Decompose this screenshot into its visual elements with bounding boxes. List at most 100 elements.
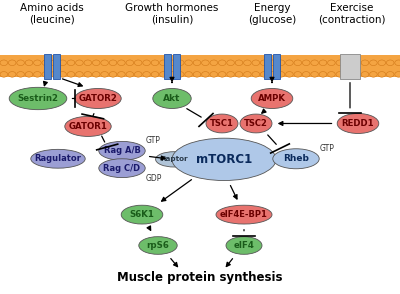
- Circle shape: [269, 60, 276, 66]
- Circle shape: [319, 60, 327, 66]
- Circle shape: [76, 60, 83, 66]
- Circle shape: [361, 72, 369, 77]
- Circle shape: [176, 60, 184, 66]
- Circle shape: [42, 72, 50, 77]
- Ellipse shape: [9, 87, 67, 110]
- Ellipse shape: [65, 116, 111, 136]
- Circle shape: [344, 72, 352, 77]
- Circle shape: [336, 72, 344, 77]
- Circle shape: [8, 72, 16, 77]
- Circle shape: [252, 72, 260, 77]
- Circle shape: [370, 60, 377, 66]
- Ellipse shape: [31, 149, 85, 168]
- Circle shape: [109, 72, 117, 77]
- Circle shape: [0, 72, 8, 77]
- Circle shape: [151, 72, 159, 77]
- Circle shape: [328, 60, 335, 66]
- Circle shape: [319, 72, 327, 77]
- Circle shape: [25, 72, 33, 77]
- Circle shape: [218, 72, 226, 77]
- Text: Exercise
(contraction): Exercise (contraction): [318, 3, 386, 24]
- Text: GATOR1: GATOR1: [68, 122, 108, 131]
- Circle shape: [235, 72, 243, 77]
- Circle shape: [260, 60, 268, 66]
- Circle shape: [311, 72, 318, 77]
- Ellipse shape: [99, 141, 145, 160]
- Ellipse shape: [226, 237, 262, 254]
- Circle shape: [378, 60, 386, 66]
- Circle shape: [277, 60, 285, 66]
- Circle shape: [336, 60, 344, 66]
- Bar: [53, 54, 60, 78]
- Text: TSC2: TSC2: [244, 119, 268, 128]
- Text: Ragulator: Ragulator: [34, 154, 82, 163]
- Circle shape: [210, 60, 218, 66]
- Text: S6K1: S6K1: [130, 210, 154, 219]
- Ellipse shape: [75, 88, 121, 108]
- Ellipse shape: [139, 237, 177, 254]
- Bar: [264, 54, 271, 78]
- Circle shape: [193, 72, 201, 77]
- Ellipse shape: [99, 159, 145, 178]
- Circle shape: [34, 60, 41, 66]
- Bar: [173, 54, 180, 78]
- Circle shape: [84, 60, 92, 66]
- Circle shape: [395, 72, 400, 77]
- Circle shape: [193, 60, 201, 66]
- Circle shape: [227, 72, 234, 77]
- Text: GATOR2: GATOR2: [78, 94, 118, 103]
- Circle shape: [302, 72, 310, 77]
- Circle shape: [84, 72, 92, 77]
- Circle shape: [168, 72, 176, 77]
- Ellipse shape: [273, 149, 319, 169]
- Circle shape: [160, 60, 167, 66]
- Circle shape: [277, 72, 285, 77]
- Circle shape: [101, 60, 108, 66]
- Text: Akt: Akt: [163, 94, 181, 103]
- Circle shape: [143, 72, 150, 77]
- Text: eIF4: eIF4: [234, 241, 254, 250]
- Circle shape: [202, 72, 209, 77]
- Circle shape: [25, 60, 33, 66]
- Circle shape: [353, 60, 360, 66]
- Circle shape: [286, 60, 293, 66]
- Circle shape: [210, 72, 218, 77]
- Text: Sestrin2: Sestrin2: [18, 94, 58, 103]
- Text: GDP: GDP: [145, 174, 162, 183]
- Text: AMPK: AMPK: [258, 94, 286, 103]
- Circle shape: [302, 60, 310, 66]
- Circle shape: [218, 60, 226, 66]
- Ellipse shape: [206, 114, 238, 133]
- Circle shape: [126, 72, 134, 77]
- Bar: [44, 54, 51, 78]
- Text: Rheb: Rheb: [283, 154, 309, 163]
- Circle shape: [50, 72, 58, 77]
- Text: Growth hormones
(insulin): Growth hormones (insulin): [125, 3, 219, 24]
- Circle shape: [185, 60, 192, 66]
- Text: Muscle protein synthesis: Muscle protein synthesis: [117, 271, 283, 284]
- Ellipse shape: [216, 205, 272, 224]
- Text: rpS6: rpS6: [146, 241, 170, 250]
- Bar: [340, 54, 360, 78]
- Circle shape: [67, 72, 75, 77]
- Circle shape: [185, 72, 192, 77]
- Circle shape: [76, 72, 83, 77]
- Circle shape: [34, 72, 41, 77]
- Circle shape: [59, 72, 66, 77]
- Circle shape: [101, 72, 108, 77]
- Circle shape: [386, 60, 394, 66]
- Circle shape: [260, 72, 268, 77]
- Circle shape: [244, 60, 251, 66]
- Circle shape: [134, 72, 142, 77]
- Circle shape: [361, 60, 369, 66]
- Circle shape: [378, 72, 386, 77]
- Text: Rag A/B: Rag A/B: [104, 146, 140, 155]
- Circle shape: [134, 60, 142, 66]
- Circle shape: [67, 60, 75, 66]
- Circle shape: [42, 60, 50, 66]
- Circle shape: [50, 60, 58, 66]
- Circle shape: [118, 72, 125, 77]
- Circle shape: [294, 72, 302, 77]
- Circle shape: [8, 60, 16, 66]
- Circle shape: [168, 60, 176, 66]
